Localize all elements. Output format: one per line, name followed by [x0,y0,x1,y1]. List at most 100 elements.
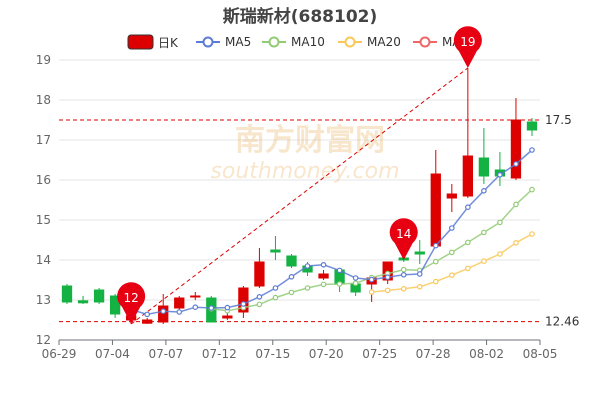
ma20-point [449,272,455,279]
candle [61,284,73,304]
ma5-point [432,242,439,249]
legend-swatch-dot [268,36,280,48]
ma5-point [176,309,183,315]
ma10-point [529,186,535,193]
mark-line-label: 12.46 [545,315,579,329]
candle [190,292,201,300]
candle-body [430,173,441,247]
ma5-point [352,275,359,281]
mark-pin-label: 12 [124,291,139,305]
ma20-point [481,258,487,265]
candle [93,288,105,304]
ma20-point [400,285,407,292]
candle-body [61,285,73,303]
legend-swatch-kline [127,34,154,50]
candle-body [318,273,329,279]
candle-body [270,249,281,253]
ma5-point [320,261,327,268]
ma10-point [465,239,471,246]
ma5-point [192,304,199,311]
ma5-point [416,271,423,277]
candle [478,128,490,184]
ma20-point [432,278,439,285]
ma20-point [529,231,535,237]
candle [286,254,297,268]
x-tick-label: 07-04 [95,347,130,361]
ma5-point [368,276,375,283]
ma20-point [368,289,375,295]
legend-swatch-dot [419,36,431,48]
candle-body [109,295,121,315]
mark-point-max: 19 [453,26,482,68]
ma5-point [497,172,503,178]
chart-title: 斯瑞新材(688102) [222,7,378,27]
candle [174,296,185,310]
candle-body [462,155,473,197]
x-tick-label: 07-28 [416,347,451,361]
ma5-point [240,301,247,307]
candle-body [526,121,538,131]
candle-body [190,295,201,298]
legend-swatch-dot [202,36,214,48]
candle-body [238,287,249,313]
ma5-point [336,267,343,274]
y-tick-label: 16 [36,173,51,187]
x-tick-label: 07-20 [309,347,344,361]
mark-pin [117,282,146,324]
mark-point-min: 12 [117,282,146,324]
ma10-point [256,301,263,308]
ma5-point [160,308,167,315]
ma5-point [529,147,535,153]
ma5-point [400,271,407,278]
ma5-point [256,293,263,300]
y-tick-label: 17 [36,133,51,147]
y-tick-label: 18 [36,93,51,107]
x-tick-label: 07-12 [202,347,237,361]
ma5-point [481,188,487,194]
legend: 日KMA5MA10MA20MA30 [127,34,476,50]
x-tick-label: 06-29 [42,347,77,361]
candle-body [77,300,89,304]
ma5-point [288,273,295,280]
candle-body [286,255,297,267]
ma5-point [513,161,519,167]
y-tick-label: 19 [36,53,51,67]
ma20-point [497,251,503,257]
ma10-point [304,285,311,291]
legend-label: MA10 [291,35,325,49]
candle [270,236,281,260]
ma5-point [304,263,311,269]
candle [430,150,441,248]
watermark-url: southmoney.com [210,159,399,184]
ma5-point [449,225,455,231]
candle-body [446,193,457,199]
candle-body [93,289,105,303]
candle [414,240,425,264]
candle-body [142,319,153,324]
ma5-point [224,304,231,311]
legend-label: 日K [158,36,179,50]
y-tick-label: 15 [36,213,51,227]
y-tick-label: 13 [36,293,51,307]
candle [462,68,473,198]
candle [494,152,506,186]
ma5-point [144,311,150,318]
ma5-point [272,285,279,291]
ma5-point [208,305,215,311]
candle [318,270,329,280]
ma10-point [497,219,503,226]
ma10-point [449,249,455,256]
legend-swatch-dot [344,36,356,48]
ma20-point [384,287,391,294]
candle-body [174,297,185,309]
mark-pin-label: 14 [396,227,411,241]
watermark-text: 南方财富网 [235,123,385,158]
ma5-point [384,274,391,281]
candle [446,184,457,212]
candle [109,294,121,318]
trend-line [130,67,469,325]
mark-pin-label: 19 [460,35,475,49]
ma5-point [465,204,471,211]
x-tick-label: 07-25 [362,347,397,361]
